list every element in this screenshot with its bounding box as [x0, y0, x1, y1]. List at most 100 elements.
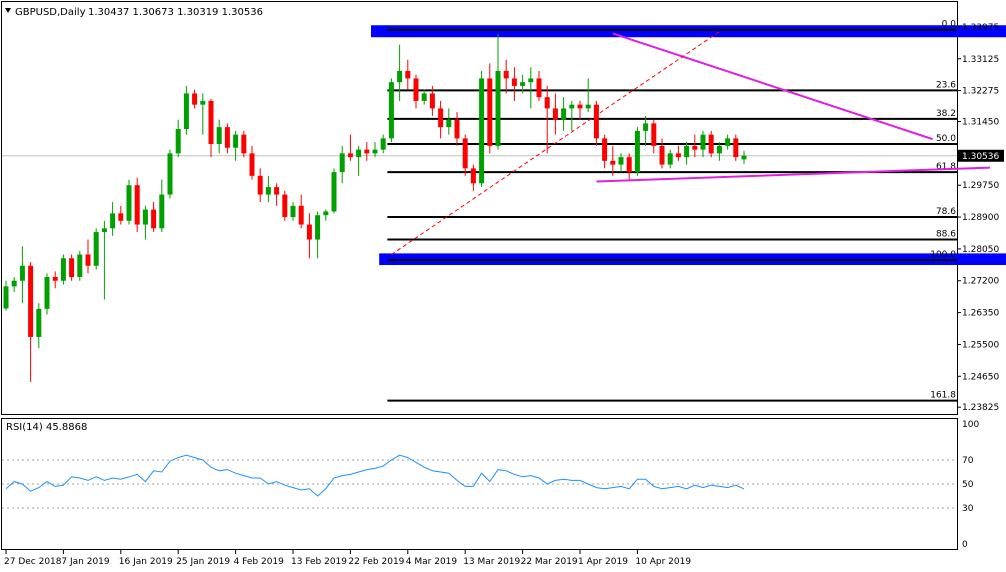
candle-body — [462, 138, 468, 169]
candle-body — [134, 185, 140, 225]
candle-body — [216, 127, 222, 145]
candle-body — [3, 286, 9, 309]
price-tick-label: 1.28050 — [962, 245, 999, 255]
symbol-dropdown-icon[interactable] — [5, 8, 11, 13]
support-resistance-zone — [371, 25, 1006, 38]
candle-body — [520, 82, 526, 86]
candle-body — [733, 138, 739, 158]
candle-body — [544, 97, 550, 109]
candle-body — [249, 153, 255, 176]
date-tick-label: 27 Dec 2018 — [4, 557, 62, 567]
candle-body — [192, 93, 198, 105]
candle-body — [224, 127, 230, 148]
price-tick-label: 1.23825 — [962, 403, 999, 413]
candle-body — [282, 194, 288, 218]
candle-body — [708, 134, 714, 154]
candle-body — [413, 78, 419, 101]
candle-body — [142, 209, 148, 225]
fib-level-label: 78.6 — [936, 207, 956, 217]
rsi-axis-label: 50 — [962, 480, 974, 490]
date-tick-label: 13 Mar 2019 — [463, 557, 520, 567]
rsi-axis-label: 0 — [962, 540, 968, 550]
rsi-pane-border — [1, 418, 958, 550]
candle-body — [52, 277, 58, 281]
price-tick-label: 1.33975 — [962, 23, 999, 33]
fib-level-label: 100.0 — [930, 250, 956, 260]
rsi-layer: 100 70 50 30 0 — [2, 420, 979, 550]
candle-body — [126, 185, 132, 221]
candle-body — [438, 108, 444, 128]
rsi-axis-label: 30 — [962, 504, 974, 514]
candle-body — [372, 149, 378, 154]
date-tick-label: 1 Apr 2019 — [578, 557, 628, 567]
candle-body — [569, 104, 575, 109]
candle-body — [298, 205, 304, 225]
candle-body — [684, 145, 690, 158]
date-tick-label: 22 Feb 2019 — [348, 557, 404, 567]
rsi-line — [5, 454, 745, 497]
time-axis: 27 Dec 2018 7 Jan 2019 16 Jan 2019 25 Jan 2… — [4, 550, 691, 567]
main-pane-border — [1, 1, 958, 415]
candle-body — [700, 134, 706, 150]
candle-body — [429, 93, 435, 109]
candle-body — [405, 70, 411, 79]
candle-body — [200, 100, 206, 105]
price-tick-label: 1.24650 — [962, 372, 999, 382]
candle-body — [380, 138, 386, 150]
price-tick-label: 1.27200 — [962, 277, 999, 287]
candle-body — [28, 265, 34, 337]
candle-body — [183, 93, 189, 130]
candle-body — [659, 145, 665, 165]
price-tick-label: 1.25500 — [962, 340, 999, 350]
candle-body — [528, 78, 534, 83]
candle-body — [159, 194, 165, 229]
candle-body — [11, 280, 17, 287]
fib-level-label: 0.0 — [942, 20, 957, 30]
candle-body — [110, 213, 116, 229]
triangle-lower-line — [596, 166, 991, 183]
candle-body — [454, 119, 460, 139]
fib-level-label: 23.6 — [936, 80, 956, 90]
candle-body — [618, 157, 624, 165]
candle-body — [610, 160, 616, 165]
price-tick-label: 1.26350 — [962, 309, 999, 319]
rsi-axis-label: 100 — [962, 420, 979, 430]
candle-body — [495, 70, 501, 146]
candle-body — [552, 108, 558, 120]
candle-body — [331, 172, 337, 212]
candle-body — [347, 153, 353, 158]
candle-body — [692, 145, 698, 150]
candles-layer — [3, 33, 747, 382]
candle-body — [208, 100, 214, 145]
trend-lines[interactable] — [391, 31, 991, 255]
candle-body — [364, 149, 370, 154]
date-tick-label: 7 Jan 2019 — [61, 557, 109, 567]
date-tick-label: 4 Mar 2019 — [406, 557, 458, 567]
candle-body — [167, 153, 173, 195]
price-tick-label: 1.31450 — [962, 118, 999, 128]
date-tick-label: 22 Mar 2019 — [521, 557, 578, 567]
candle-body — [602, 138, 608, 161]
candle-body — [36, 308, 42, 337]
candle-body — [487, 78, 493, 146]
candle-body — [69, 258, 75, 278]
candle-body — [511, 78, 517, 86]
fib-level-label: 88.6 — [936, 230, 956, 240]
triangle-upper-line — [612, 32, 933, 141]
date-tick-label: 13 Feb 2019 — [291, 557, 347, 567]
candle-body — [118, 213, 124, 221]
candle-body — [561, 108, 567, 120]
ohlc-values: 1.30437 1.30673 1.30319 1.30536 — [88, 7, 263, 18]
candle-body — [77, 254, 83, 278]
candle-body — [339, 153, 345, 173]
price-tick-label: 1.29750 — [962, 181, 999, 191]
candle-body — [175, 129, 181, 154]
candle-body — [634, 130, 640, 173]
candle-body — [356, 149, 362, 158]
fib-level-label: 50.0 — [936, 134, 956, 144]
candle-body — [725, 138, 731, 146]
candle-body — [257, 175, 263, 195]
date-tick-label: 25 Jan 2019 — [176, 557, 230, 567]
candle-body — [593, 104, 599, 139]
candle-body — [716, 145, 722, 154]
